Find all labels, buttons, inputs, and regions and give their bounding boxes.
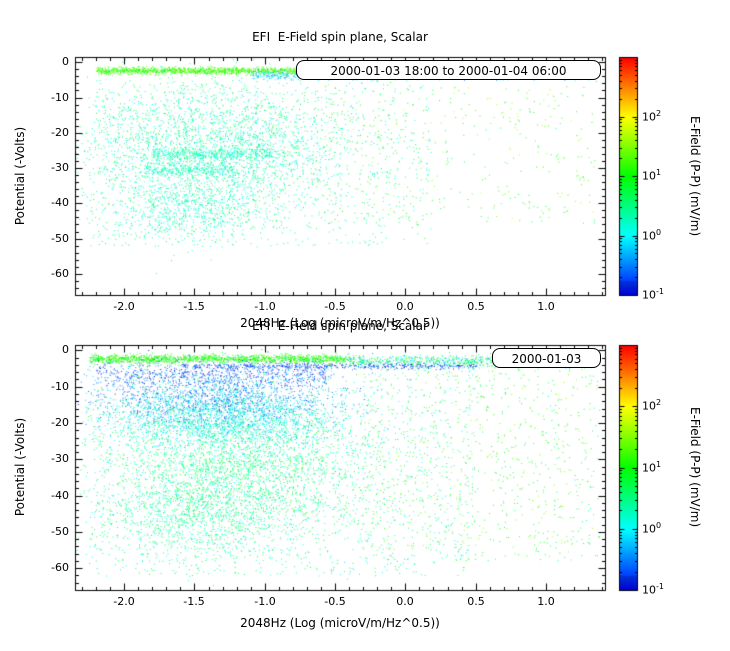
- colorbar1-tick-label: 10-1: [642, 287, 664, 302]
- plot1-yaxis-label: Potential (-Volts): [13, 126, 27, 226]
- plot1-xtick-label: -1.0: [254, 300, 276, 313]
- colorbar2-tick-label: 100: [642, 521, 662, 536]
- plot1-ytick-label: -30: [51, 161, 69, 174]
- plot2-xaxis-label: 2048Hz (Log (microV/m/Hz^0.5)): [240, 616, 440, 630]
- plot1-xtick-label: -0.5: [324, 300, 346, 313]
- plot1-ytick-label: -20: [51, 126, 69, 139]
- plot2-xtick-label: -1.5: [183, 595, 205, 608]
- plot1-xtick-label: -1.5: [183, 300, 205, 313]
- plot1-xtick-label: -2.0: [113, 300, 135, 313]
- colorbar2-tick-label: 10-1: [642, 582, 664, 597]
- plot1-xtick-label: 0.0: [396, 300, 414, 313]
- plot2-ytick-label: -10: [51, 380, 69, 393]
- plot2-legend-box: 2000-01-03: [492, 348, 601, 368]
- plot2-yaxis-label: Potential (-Volts): [13, 417, 27, 517]
- plot2-ytick-label: -40: [51, 489, 69, 502]
- plot2-xtick-label: -2.0: [113, 595, 135, 608]
- colorbar1-tick-label: 101: [642, 168, 662, 183]
- plot2-xtick-label: 0.5: [467, 595, 485, 608]
- colorbar2-label: E-Field (P-P) (mV/m): [688, 407, 702, 528]
- plot2-ytick-label: -30: [51, 452, 69, 465]
- colorbar2-tick-label: 101: [642, 460, 662, 475]
- colorbar1-tick-label: 102: [642, 109, 662, 124]
- plot2-ytick-label: -20: [51, 416, 69, 429]
- plot2-xtick-label: -0.5: [324, 595, 346, 608]
- plot1-title: EFI E-Field spin plane, Scalar: [252, 30, 428, 44]
- colorbar1-tick-label: 100: [642, 228, 662, 243]
- plot1-legend-box: 2000-01-03 18:00 to 2000-01-04 06:00: [296, 60, 601, 80]
- plot1-ytick-label: 0: [62, 55, 69, 68]
- plot1-ytick-label: -40: [51, 196, 69, 209]
- colorbar1-label: E-Field (P-P) (mV/m): [688, 115, 702, 237]
- plot1-ytick-label: -60: [51, 267, 69, 280]
- plot1-xtick-label: 1.0: [537, 300, 555, 313]
- plot2-title: EFI E-Field spin plane, Scalar: [252, 319, 428, 333]
- plot2-xtick-label: -1.0: [254, 595, 276, 608]
- plot2-xtick-label: 0.0: [396, 595, 414, 608]
- plot2-ytick-label: -50: [51, 525, 69, 538]
- plot1-ytick-label: -50: [51, 232, 69, 245]
- plot1-ytick-label: -10: [51, 91, 69, 104]
- plot1-xtick-label: 0.5: [467, 300, 485, 313]
- plot2-ytick-label: 0: [62, 343, 69, 356]
- plot2-legend-text: 2000-01-03: [511, 352, 582, 366]
- colorbar2-tick-label: 102: [642, 398, 662, 413]
- plot2-ytick-label: -60: [51, 561, 69, 574]
- plot1-xaxis-label: 2048Hz (Log (microV/m/Hz^0.5)): [240, 316, 440, 330]
- plot1-legend-text: 2000-01-03 18:00 to 2000-01-04 06:00: [330, 64, 567, 78]
- plot2-xtick-label: 1.0: [537, 595, 555, 608]
